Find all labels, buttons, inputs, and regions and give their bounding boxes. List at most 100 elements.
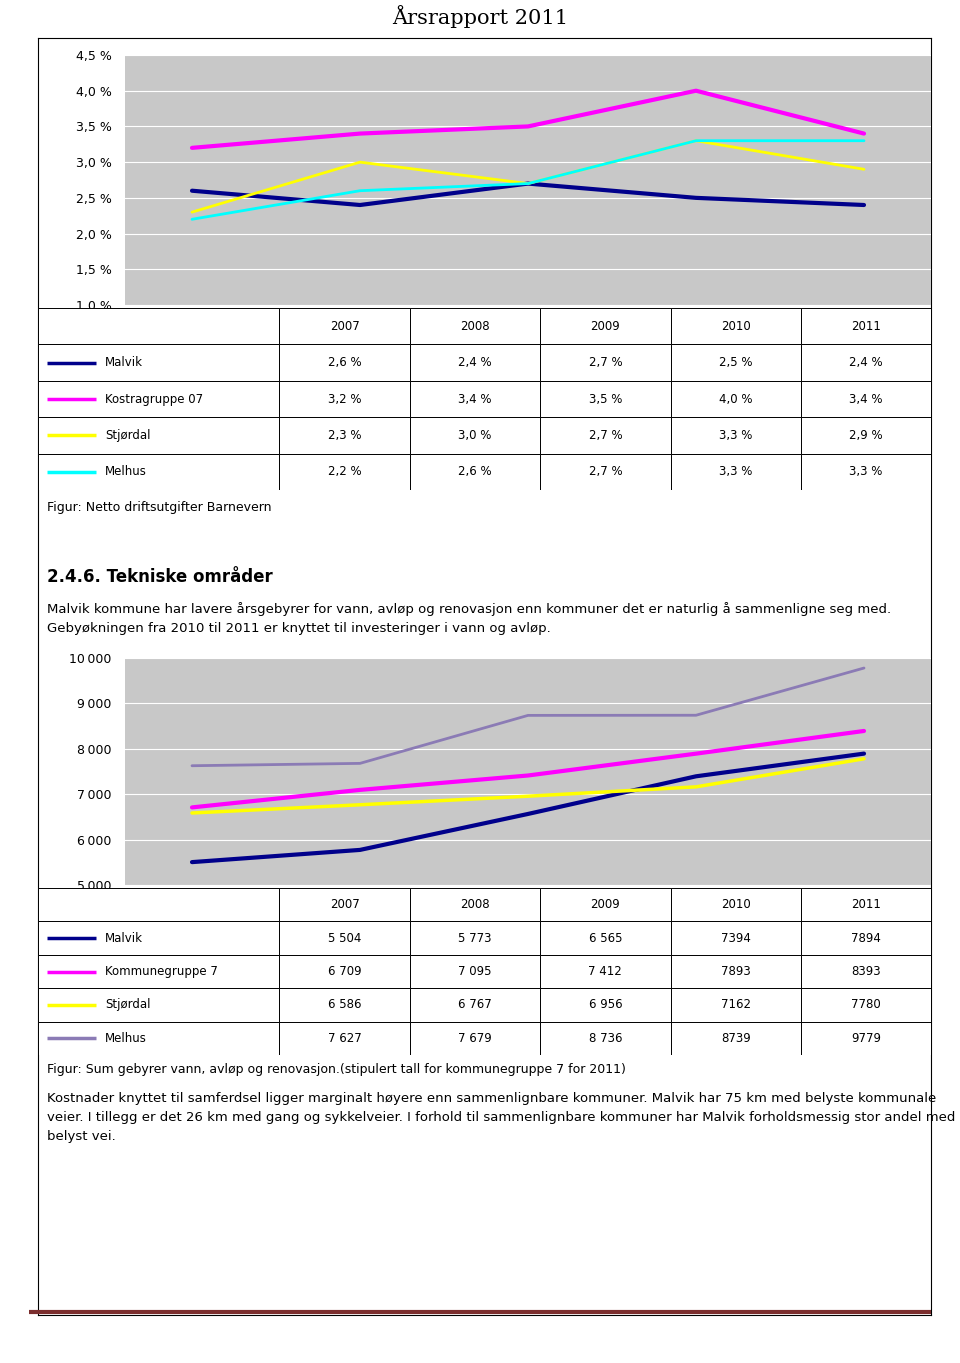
Text: 2,2 %: 2,2 % xyxy=(327,465,362,478)
Text: 8393: 8393 xyxy=(852,965,881,979)
Text: 2,9 %: 2,9 % xyxy=(850,429,883,442)
Bar xyxy=(38,380,279,417)
Text: Malvik: Malvik xyxy=(106,931,143,945)
Text: 3,5 %: 3,5 % xyxy=(588,393,622,406)
Text: 2,7 %: 2,7 % xyxy=(588,429,622,442)
Text: Kostragruppe 07: Kostragruppe 07 xyxy=(106,393,204,406)
Text: Malvik kommune har lavere årsgebyrer for vann, avløp og renovasjon enn kommuner : Malvik kommune har lavere årsgebyrer for… xyxy=(47,602,892,635)
Bar xyxy=(540,889,670,921)
Text: 2008: 2008 xyxy=(460,898,490,912)
Text: 2009: 2009 xyxy=(590,898,620,912)
Bar xyxy=(540,955,670,988)
Text: 2.4.6. Tekniske områder: 2.4.6. Tekniske områder xyxy=(47,568,273,586)
Text: 8739: 8739 xyxy=(721,1032,751,1045)
Bar xyxy=(279,454,410,491)
Bar xyxy=(540,345,670,380)
Bar xyxy=(801,380,931,417)
Bar xyxy=(410,417,540,454)
Bar xyxy=(540,1022,670,1055)
Text: 2007: 2007 xyxy=(329,898,359,912)
Text: Årsrapport 2011: Årsrapport 2011 xyxy=(392,5,568,29)
Bar xyxy=(279,889,410,921)
Bar xyxy=(38,921,279,955)
Bar xyxy=(670,1022,801,1055)
Text: 6 565: 6 565 xyxy=(588,931,622,945)
Bar xyxy=(38,955,279,988)
Bar xyxy=(540,988,670,1022)
Bar xyxy=(410,454,540,491)
Bar xyxy=(279,308,410,345)
Bar xyxy=(801,454,931,491)
Text: 2,7 %: 2,7 % xyxy=(588,356,622,369)
Bar xyxy=(670,308,801,345)
Bar xyxy=(38,454,279,491)
Text: 6 767: 6 767 xyxy=(458,999,492,1011)
Text: 2,4 %: 2,4 % xyxy=(850,356,883,369)
Text: 3,0 %: 3,0 % xyxy=(458,429,492,442)
Bar xyxy=(410,988,540,1022)
Bar xyxy=(279,417,410,454)
Text: 7162: 7162 xyxy=(721,999,751,1011)
Text: 2,7 %: 2,7 % xyxy=(588,465,622,478)
Bar xyxy=(38,988,279,1022)
Text: 2010: 2010 xyxy=(721,898,751,912)
Text: 7 095: 7 095 xyxy=(458,965,492,979)
Bar xyxy=(410,889,540,921)
Bar xyxy=(38,345,279,380)
Bar xyxy=(279,988,410,1022)
Text: 2007: 2007 xyxy=(329,320,359,333)
Bar xyxy=(410,380,540,417)
Text: 4,0 %: 4,0 % xyxy=(719,393,753,406)
Text: 5 504: 5 504 xyxy=(328,931,361,945)
Bar xyxy=(670,380,801,417)
Text: 2011: 2011 xyxy=(852,898,881,912)
Text: 3,3 %: 3,3 % xyxy=(850,465,882,478)
Bar xyxy=(801,345,931,380)
Bar xyxy=(38,308,279,345)
Bar xyxy=(540,380,670,417)
Bar xyxy=(410,921,540,955)
Text: 3,3 %: 3,3 % xyxy=(719,465,753,478)
Bar xyxy=(410,345,540,380)
Bar xyxy=(540,417,670,454)
Bar xyxy=(279,1022,410,1055)
Bar xyxy=(38,417,279,454)
Bar xyxy=(410,1022,540,1055)
Bar xyxy=(38,889,279,921)
Text: 7 627: 7 627 xyxy=(327,1032,362,1045)
Text: 3,3 %: 3,3 % xyxy=(719,429,753,442)
Text: Figur: Sum gebyrer vann, avløp og renovasjon.(stipulert tall for kommunegruppe 7: Figur: Sum gebyrer vann, avløp og renova… xyxy=(47,1063,626,1075)
Text: Melhus: Melhus xyxy=(106,465,147,478)
Bar xyxy=(540,454,670,491)
Text: 7394: 7394 xyxy=(721,931,751,945)
Text: 2,4 %: 2,4 % xyxy=(458,356,492,369)
Text: Side 17: Side 17 xyxy=(865,1334,918,1347)
Text: 7894: 7894 xyxy=(852,931,881,945)
Text: 2008: 2008 xyxy=(460,320,490,333)
Bar xyxy=(670,988,801,1022)
Bar xyxy=(801,988,931,1022)
Bar xyxy=(279,921,410,955)
Bar xyxy=(670,454,801,491)
Bar xyxy=(670,345,801,380)
Text: Stjørdal: Stjørdal xyxy=(106,999,151,1011)
Text: 9779: 9779 xyxy=(851,1032,881,1045)
Text: 2009: 2009 xyxy=(590,320,620,333)
Text: Malvik: Malvik xyxy=(106,356,143,369)
Bar xyxy=(540,921,670,955)
Text: Figur: Netto driftsutgifter Barnevern: Figur: Netto driftsutgifter Barnevern xyxy=(47,502,272,514)
Bar xyxy=(279,345,410,380)
Text: 6 709: 6 709 xyxy=(327,965,362,979)
Bar xyxy=(540,308,670,345)
Bar xyxy=(801,921,931,955)
Text: 7 412: 7 412 xyxy=(588,965,622,979)
Text: 3,2 %: 3,2 % xyxy=(328,393,361,406)
Bar xyxy=(801,955,931,988)
Text: 2,6 %: 2,6 % xyxy=(458,465,492,478)
Bar xyxy=(801,1022,931,1055)
Bar xyxy=(801,889,931,921)
Text: 2011: 2011 xyxy=(852,320,881,333)
Text: Malvik kommune: Malvik kommune xyxy=(42,1334,161,1347)
Text: 8 736: 8 736 xyxy=(588,1032,622,1045)
Text: 3,4 %: 3,4 % xyxy=(458,393,492,406)
